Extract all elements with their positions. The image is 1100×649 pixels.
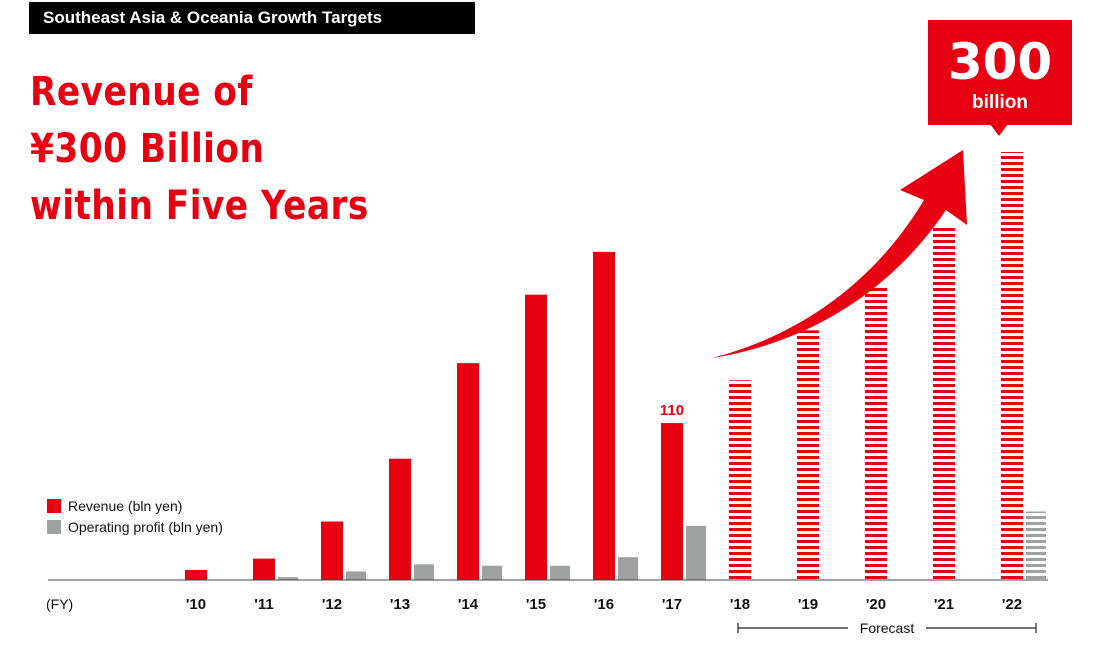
tick-labels: '10 '11 '12 '13 '14 '15 '16 '17 '18 '19 '20 '21 '22 <box>186 596 1022 613</box>
profit-bar-13 <box>414 564 434 580</box>
callout-background <box>928 20 1072 125</box>
profit-bar-12 <box>346 571 366 580</box>
x-axis-label: (FY) <box>46 596 73 612</box>
tick-label-18: '18 <box>730 596 750 613</box>
data-label-17: 110 <box>660 402 684 419</box>
revenue-bar-17 <box>661 423 683 580</box>
profit-bar-17 <box>686 525 706 580</box>
legend-label-revenue: Revenue (bln yen) <box>68 497 183 514</box>
tick-label-20: '20 <box>866 596 886 613</box>
revenue-bar-16 <box>593 251 615 580</box>
tick-label-15: '15 <box>526 596 546 613</box>
revenue-bar-21 <box>933 226 955 581</box>
bars-layer: 110 <box>185 152 1046 581</box>
profit-bar-11 <box>278 577 298 580</box>
tick-label-12: '12 <box>322 596 342 613</box>
tick-label-13: '13 <box>390 596 410 613</box>
headline-line-1: Revenue of <box>30 69 253 115</box>
revenue-bar-20 <box>865 287 887 580</box>
revenue-bar-10 <box>185 570 207 580</box>
revenue-bar-18 <box>729 380 751 580</box>
tick-label-17: '17 <box>662 596 682 613</box>
growth-arrow-shape <box>712 150 967 358</box>
tick-label-11: '11 <box>254 596 273 613</box>
tick-label-16: '16 <box>594 596 614 613</box>
tick-label-22: '22 <box>1002 596 1022 613</box>
revenue-bar-14 <box>457 363 479 580</box>
callout-unit: billion <box>972 92 1028 113</box>
profit-bar-15 <box>550 565 570 580</box>
callout-pointer <box>990 124 1008 136</box>
tick-label-10: '10 <box>186 596 206 613</box>
forecast-label: Forecast <box>860 620 915 636</box>
legend-item-profit: Operating profit (bln yen) <box>47 516 223 537</box>
profit-bar-16 <box>618 557 638 580</box>
headline-line-3: within Five Years <box>30 183 369 229</box>
tick-label-19: '19 <box>798 596 818 613</box>
revenue-bar-22 <box>1001 152 1023 580</box>
revenue-bar-13 <box>389 458 411 580</box>
legend: Revenue (bln yen) Operating profit (bln … <box>47 495 223 537</box>
headline: Revenue of ¥300 Billion within Five Year… <box>30 64 369 235</box>
legend-swatch-revenue <box>47 498 61 513</box>
revenue-bar-12 <box>321 521 343 580</box>
growth-arrow <box>712 150 967 358</box>
headline-line-2: ¥300 Billion <box>30 126 265 172</box>
revenue-bar-11 <box>253 558 275 580</box>
revenue-bar-15 <box>525 294 547 580</box>
callout-box: 300 billion <box>928 20 1072 136</box>
tick-label-14: '14 <box>458 596 479 613</box>
profit-bar-22 <box>1026 511 1046 580</box>
tick-label-21: '21 <box>934 596 954 613</box>
profit-bar-14 <box>482 565 502 580</box>
section-tag: Southeast Asia & Oceania Growth Targets <box>29 2 475 34</box>
legend-swatch-profit <box>47 519 61 534</box>
callout-value: 300 <box>948 33 1052 91</box>
forecast-bracket: Forecast <box>737 620 1037 636</box>
legend-item-revenue: Revenue (bln yen) <box>47 495 223 516</box>
legend-label-profit: Operating profit (bln yen) <box>68 518 223 535</box>
revenue-bar-19 <box>797 330 819 580</box>
